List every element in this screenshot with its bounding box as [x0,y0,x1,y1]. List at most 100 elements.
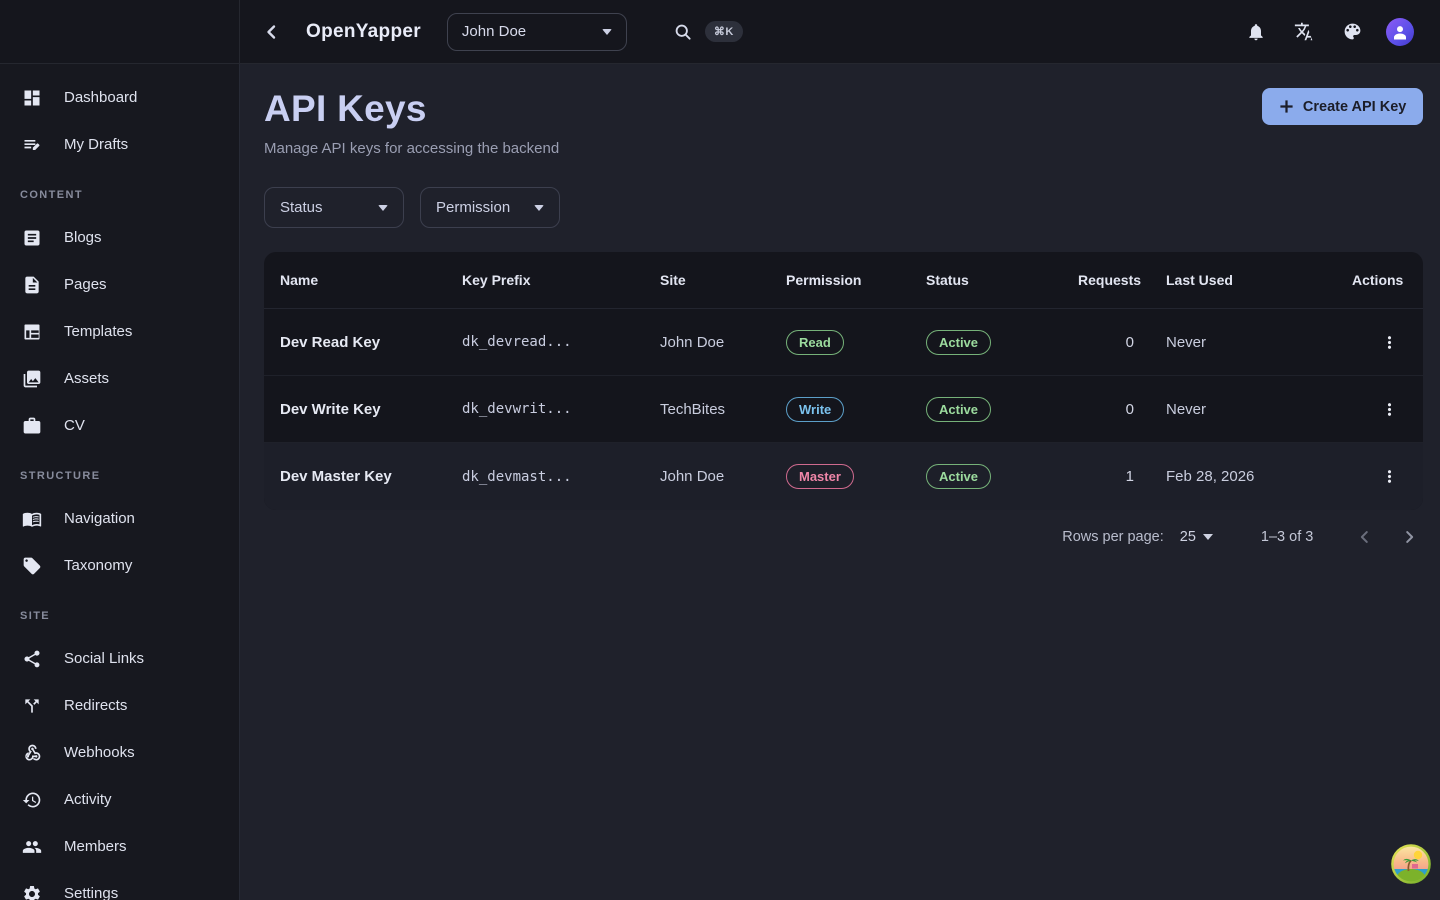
create-api-key-button[interactable]: Create API Key [1261,88,1424,125]
gear-icon [22,884,42,900]
key-last-used: Feb 28, 2026 [1166,468,1255,485]
sidebar-item-assets[interactable]: Assets [0,355,239,402]
status-filter-label: Status [280,199,323,216]
drafts-icon [22,135,42,155]
assets-icon [22,369,42,389]
sidebar-item-members[interactable]: Members [0,823,239,870]
language-button[interactable] [1290,18,1318,46]
chevron-right-icon [1406,531,1414,543]
key-site: John Doe [660,468,725,485]
sidebar-item-label: My Drafts [64,136,129,153]
topbar-sidebar-spacer [0,0,240,63]
sidebar-item-taxonomy[interactable]: Taxonomy [0,542,239,589]
chevron-down-icon [1202,534,1213,540]
status-badge: Active [926,329,992,355]
rows-per-page-select[interactable]: 25 [1180,529,1213,545]
translate-icon [1294,22,1312,41]
dashboard-icon [22,88,42,108]
column-header-name: Name [280,272,319,288]
kebab-menu-icon [1387,335,1391,349]
sidebar-item-label: Pages [64,276,107,293]
row-actions-menu-button[interactable] [1375,328,1403,356]
search-control[interactable]: ⌘K [669,18,743,46]
key-requests: 0 [1125,400,1134,418]
row-actions-menu-button[interactable] [1375,395,1403,423]
sidebar-item-redirects[interactable]: Redirects [0,682,239,729]
sidebar-item-cv[interactable]: CV [0,402,239,449]
bell-icon [1249,23,1263,40]
key-prefix: dk_devread... [462,334,572,350]
chevron-down-icon [378,204,388,211]
blogs-icon [22,228,42,248]
sidebar-item-settings[interactable]: Settings [0,870,239,900]
sidebar-item-social-links[interactable]: Social Links [0,635,239,682]
next-page-button[interactable] [1395,523,1423,551]
theme-button[interactable] [1338,18,1366,46]
filter-bar: Status Permission [264,187,1423,228]
sidebar-item-label: Blogs [64,229,102,246]
rows-per-page-value: 25 [1179,529,1196,545]
permission-filter-label: Permission [436,199,511,216]
key-prefix: dk_devmast... [462,468,572,485]
search-shortcut-badge: ⌘K [704,21,743,42]
app-brand: OpenYapper [306,20,421,42]
rows-per-page-label: Rows per page: [1062,529,1164,545]
row-actions-menu-button[interactable] [1375,463,1403,491]
notifications-button[interactable] [1242,18,1270,46]
key-name: Dev Master Key [280,468,392,485]
sidebar-section-site: SITE [20,610,51,622]
back-button[interactable] [258,18,286,46]
sidebar-section-content: CONTENT [20,189,83,201]
permission-filter-dropdown[interactable]: Permission [420,187,560,228]
status-filter-dropdown[interactable]: Status [264,187,404,228]
topbar-actions [1242,17,1414,46]
table-row: Dev Write Key dk_devwrit... TechBites Wr… [264,376,1424,443]
chevron-down-icon [534,204,544,211]
sidebar-item-templates[interactable]: Templates [0,308,239,355]
sidebar-item-blogs[interactable]: Blogs [0,214,239,261]
user-avatar[interactable] [1386,17,1414,46]
permission-badge: Write [786,396,845,422]
pagination-bar: Rows per page: 25 1–3 of 3 [264,523,1423,551]
previous-page-button[interactable] [1351,523,1379,551]
page-header: API Keys Manage API keys for accessing t… [264,88,1424,157]
people-icon [22,837,42,857]
briefcase-icon [22,416,42,436]
site-selector-dropdown[interactable]: John Doe [446,12,627,51]
sidebar-item-activity[interactable]: Activity [0,776,239,823]
chevron-left-icon [1361,531,1369,543]
page-title: API Keys [264,88,427,129]
tag-icon [22,556,42,576]
key-site: John Doe [660,333,725,351]
sidebar-item-label: Templates [64,323,133,340]
sidebar-item-label: Taxonomy [64,557,133,574]
island-widget-button[interactable] [1391,844,1432,884]
key-requests: 0 [1125,333,1134,351]
sidebar-section-structure: STRUCTURE [20,470,101,482]
sidebar-item-webhooks[interactable]: Webhooks [0,729,239,776]
search-icon [669,18,697,46]
sidebar-item-label: Activity [64,791,112,808]
sidebar-item-navigation[interactable]: Navigation [0,495,239,542]
create-api-key-label: Create API Key [1302,98,1407,115]
sidebar-item-label: Webhooks [64,744,135,761]
app-layout: Dashboard My Drafts CONTENT Blogs Pages [0,64,1440,900]
site-selector-value: John Doe [461,23,527,40]
person-icon [1394,25,1406,39]
sidebar-item-label: Navigation [64,510,135,527]
sidebar-item-my-drafts[interactable]: My Drafts [0,121,239,168]
column-header-last-used: Last Used [1166,272,1233,288]
sidebar-item-pages[interactable]: Pages [0,261,239,308]
sidebar-item-label: Assets [64,370,110,387]
chevron-down-icon [601,28,612,35]
status-badge: Active [926,464,992,489]
permission-badge: Master [786,464,854,489]
sidebar: Dashboard My Drafts CONTENT Blogs Pages [0,64,240,900]
pagination-range: 1–3 of 3 [1260,529,1314,545]
sidebar-item-label: Dashboard [64,89,138,106]
plus-icon [1280,100,1293,113]
sidebar-item-dashboard[interactable]: Dashboard [0,74,239,121]
table-header-row: Name Key Prefix Site Permission Status R… [264,252,1424,309]
key-prefix: dk_devwrit... [462,401,572,417]
webhook-icon [22,743,42,763]
